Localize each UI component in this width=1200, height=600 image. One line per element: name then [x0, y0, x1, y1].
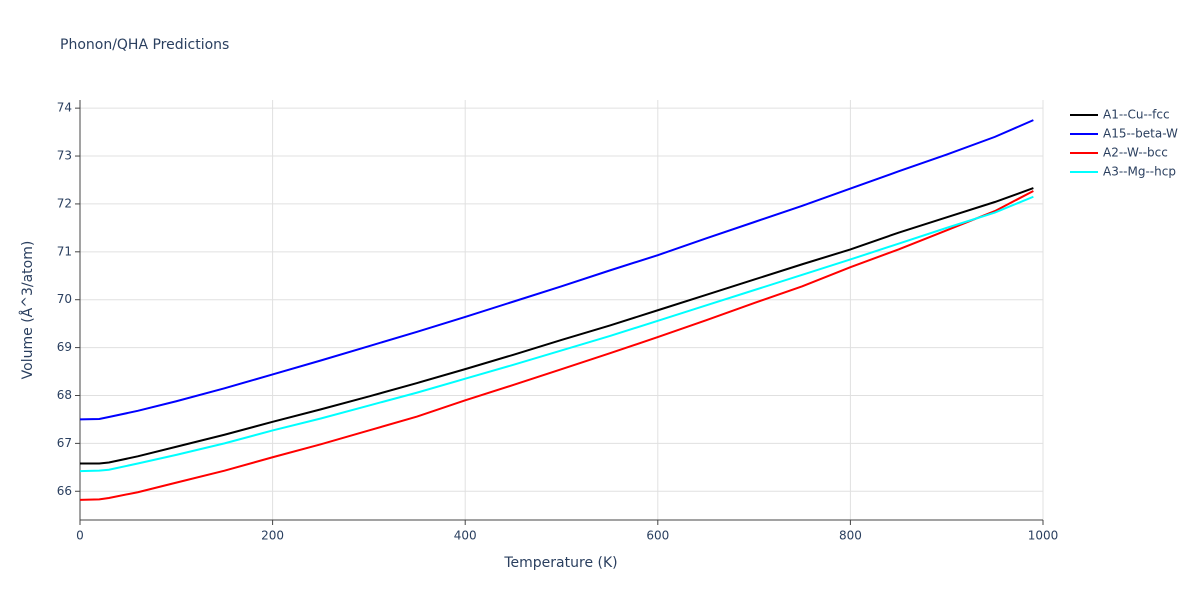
legend-label: A2--W--bcc [1103, 146, 1168, 160]
line-series [79, 119, 1034, 421]
y-tick-label: 67 [57, 436, 72, 450]
x-axis-title: Temperature (K) [503, 555, 617, 571]
y-axis-title: Volume (Å^3/atom) [19, 241, 36, 380]
x-tick-label: 1000 [1028, 529, 1059, 543]
legend-label: A3--Mg--hcp [1103, 165, 1176, 179]
line-series [79, 190, 1034, 501]
line-series [79, 195, 1034, 473]
y-tick-label: 74 [57, 101, 72, 115]
y-tick-label: 68 [57, 388, 72, 402]
legend-label: A15--beta-W [1103, 127, 1178, 141]
legend-label: A1--Cu--fcc [1103, 108, 1170, 122]
x-tick-label: 200 [261, 529, 284, 543]
x-tick-label: 800 [839, 529, 862, 543]
x-tick-label: 400 [454, 529, 477, 543]
line-series [80, 187, 1034, 465]
x-tick-label: 600 [646, 529, 669, 543]
y-tick-label: 66 [57, 484, 72, 498]
x-tick-label: 0 [76, 529, 84, 543]
chart-title: Phonon/QHA Predictions [60, 37, 229, 53]
y-tick-label: 72 [57, 196, 72, 210]
y-tick-label: 71 [57, 244, 72, 258]
y-tick-label: 73 [57, 149, 72, 163]
y-tick-label: 70 [57, 292, 72, 306]
y-tick-label: 69 [57, 340, 72, 354]
